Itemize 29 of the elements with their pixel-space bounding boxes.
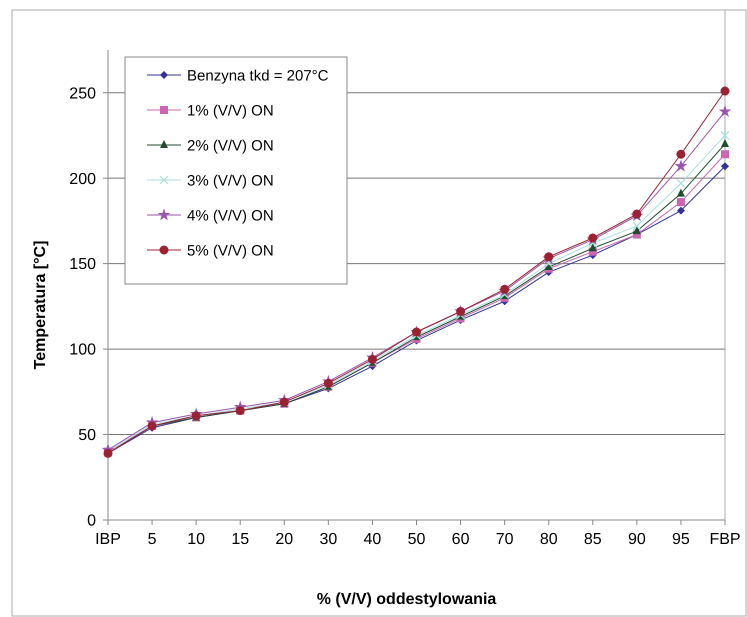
x-tick-label: 70 bbox=[496, 531, 514, 548]
x-tick-label: 10 bbox=[187, 531, 206, 548]
x-tick-label: 40 bbox=[364, 531, 382, 548]
x-axis-title: % (V/V) oddestylowania bbox=[316, 591, 496, 608]
x-tick-label: 5 bbox=[148, 531, 157, 548]
legend-label: 2% (V/V) ON bbox=[187, 137, 274, 154]
y-tick-label: 0 bbox=[87, 512, 96, 530]
x-tick-label: 80 bbox=[540, 531, 558, 548]
x-tick-label: 90 bbox=[628, 531, 646, 548]
legend-label: 5% (V/V) ON bbox=[187, 242, 274, 260]
y-axis-title: Temperatura [°C] bbox=[32, 240, 49, 370]
x-tick-label: 50 bbox=[408, 531, 426, 548]
x-tick-label: 30 bbox=[319, 531, 338, 548]
x-tick-label: 15 bbox=[231, 531, 250, 548]
x-tick-label: 20 bbox=[275, 531, 294, 548]
x-tick-label: 60 bbox=[452, 531, 470, 548]
legend-label: 4% (V/V) ON bbox=[187, 207, 274, 224]
legend-label: 3% (V/V) ON bbox=[187, 172, 274, 190]
y-tick-label: 250 bbox=[69, 85, 96, 102]
x-tick-label: 85 bbox=[584, 531, 602, 548]
y-tick-label: 50 bbox=[78, 427, 96, 444]
y-tick-label: 200 bbox=[69, 170, 96, 188]
legend-label: Benzyna tkd = 207°C bbox=[187, 67, 329, 84]
x-tick-label: 95 bbox=[672, 531, 690, 548]
x-tick-label: IBP bbox=[95, 531, 121, 548]
y-tick-label: 100 bbox=[69, 342, 96, 359]
legend-label: 1% (V/V) ON bbox=[187, 102, 274, 120]
x-tick-label: FBP bbox=[709, 531, 741, 548]
y-tick-label: 150 bbox=[69, 256, 96, 274]
